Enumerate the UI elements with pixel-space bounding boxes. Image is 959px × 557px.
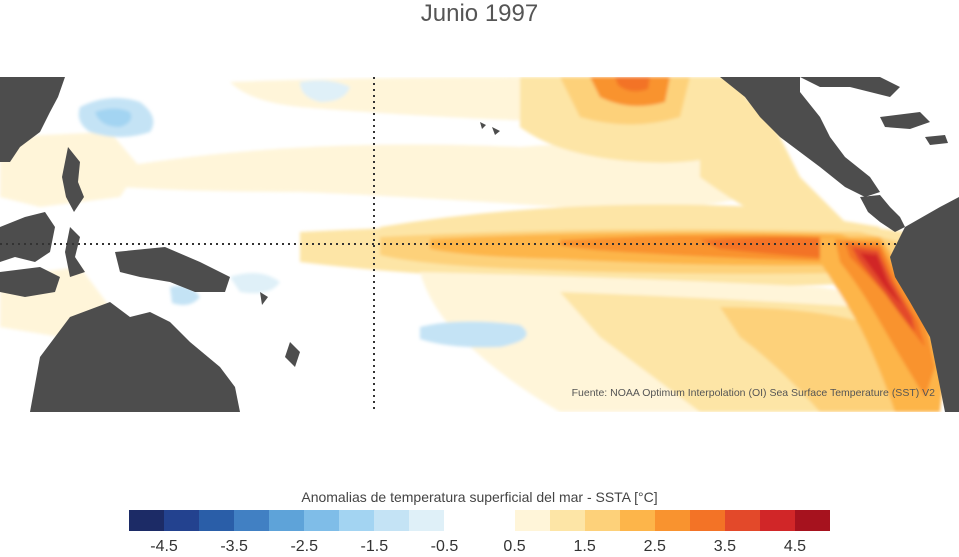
colorbar-swatch [129,510,165,531]
data-source-note: Fuente: NOAA Optimum Interpolation (OI) … [571,387,935,399]
colorbar-swatch [584,510,620,531]
colorbar-tick-label: 0.5 [503,538,526,555]
map-title: Junio 1997 [420,0,539,27]
colorbar-tick-label: -0.5 [430,538,459,555]
colorbar-swatch [164,510,200,531]
colorbar-title: Anomalias de temperatura superficial del… [301,489,658,505]
colorbar-swatch [654,510,690,531]
colorbar-tick-label: 4.5 [783,538,807,555]
colorbar-tick-label: 3.5 [713,538,736,555]
colorbar-swatch [759,510,795,531]
colorbar-tick-label: -4.5 [150,538,178,555]
colorbar-swatch [409,510,445,531]
colorbar-tick-label: -3.5 [220,538,248,555]
colorbar-swatch [234,510,270,531]
sst-anomaly-map [0,77,959,412]
colorbar-tick-label: 1.5 [573,538,596,555]
land-masses [0,77,959,412]
colorbar-swatch [374,510,410,531]
colorbar-swatch [514,510,550,531]
colorbar-swatch [724,510,760,531]
colorbar-swatch [199,510,235,531]
colorbar-tick-label: -1.5 [360,538,389,555]
colorbar-swatch [794,510,830,531]
colorbar-swatch [689,510,725,531]
colorbar-swatch [304,510,340,531]
colorbar-tick-label: -2.5 [290,538,319,555]
colorbar-tick-label: 2.5 [643,538,666,555]
colorbar-swatch [444,510,480,531]
colorbar [129,510,830,531]
colorbar-swatch [269,510,305,531]
colorbar-swatch [619,510,655,531]
colorbar-swatch [479,510,515,531]
reference-grid-lines [0,77,900,412]
colorbar-swatch [549,510,585,531]
colorbar-swatch [339,510,375,531]
colorbar-tick-labels: -4.5 -3.5 -2.5 -1.5 -0.5 0.5 1.5 2.5 3.5 4.5 [0,538,959,557]
